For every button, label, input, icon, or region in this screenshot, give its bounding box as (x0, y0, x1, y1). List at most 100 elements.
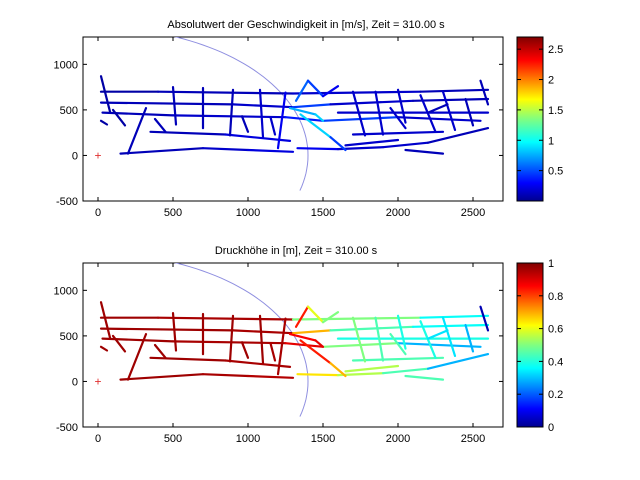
pipe-segment (99, 327, 235, 332)
pipe-segment (419, 88, 490, 93)
pipe-segment (119, 147, 205, 155)
axis-ticks: 0 500 1000 1500 2000 2500 -500 0 500 1000 (54, 263, 503, 445)
pipe-segment (396, 342, 482, 348)
pipe-segment (156, 316, 295, 321)
pipe-segment (99, 301, 112, 339)
pipe-segment (246, 374, 295, 379)
colorbar-ticks: 0 0.2 0.4 0.6 0.8 1 (517, 258, 563, 434)
pipe-segment (99, 101, 235, 106)
pipe-segment (411, 323, 490, 328)
axis-ticks: 0 500 1000 1500 2000 2500 -500 0 500 1000 (54, 37, 503, 219)
pipe-segment (258, 314, 265, 365)
pipe-segment (240, 115, 250, 133)
y-tick-label: 0 (72, 150, 78, 162)
y-tick-label: 500 (60, 331, 78, 343)
colorbar-tick-label: 1 (548, 135, 554, 147)
pipe-segment (396, 88, 407, 124)
pipe-segment (464, 97, 475, 127)
pipe-segment (149, 356, 227, 362)
pipe-segment (396, 314, 407, 350)
pipe-segment (156, 90, 295, 95)
colorbar-tick-label: 2 (548, 75, 554, 87)
pipe-network (99, 75, 490, 155)
pipe-segment (381, 141, 430, 149)
pipe-segment (284, 342, 325, 348)
chart-title: Druckhöhe in [m], Zeit = 310.00 s (215, 245, 378, 257)
x-tick-label: 1500 (311, 433, 335, 445)
pipe-segment (258, 88, 265, 139)
pipe-segment (374, 316, 385, 362)
colorbar-tick-label: 0 (548, 422, 554, 434)
pipe-segment (171, 311, 178, 352)
velocity-panel: Absolutwert der Geschwindigkeit in [m/s]… (54, 19, 564, 219)
colorbar-tick-label: 0.8 (548, 291, 563, 303)
pipe-segment (284, 116, 325, 122)
pipe-segment (351, 316, 367, 363)
pipe-segment (464, 323, 475, 353)
colorbar-tick-label: 1 (548, 258, 554, 270)
pipe-segment (294, 305, 310, 328)
pipe-segment (171, 340, 287, 345)
colorbar-tick-label: 2.5 (548, 44, 563, 56)
colorbar-tick-label: 0.4 (548, 356, 563, 368)
pipe-segment (119, 373, 205, 381)
pipe-segment (240, 341, 250, 359)
x-tick-label: 0 (95, 433, 101, 445)
radius-arc (173, 37, 309, 191)
x-tick-label: 1500 (311, 207, 335, 219)
pipe-segment (288, 332, 317, 342)
x-tick-label: 1000 (236, 207, 260, 219)
x-tick-label: 500 (164, 433, 182, 445)
pipe-segment (111, 108, 127, 127)
pipe-segment (479, 79, 490, 106)
pipe-segment (374, 90, 385, 136)
pipe-segment (126, 106, 148, 155)
pipe-segment (153, 343, 167, 359)
pipe-segment (314, 113, 325, 122)
pipe-segment (299, 113, 332, 139)
pipe-segment (306, 305, 325, 324)
pipe-segment (344, 364, 400, 373)
pipe-segment (171, 114, 287, 119)
pipe-segment (99, 75, 112, 113)
chart-title: Absolutwert der Geschwindigkeit in [m/s]… (167, 19, 445, 31)
pipe-segment (321, 85, 340, 98)
pipe-segment (329, 136, 347, 152)
x-tick-label: 2000 (386, 207, 410, 219)
colorbar (516, 262, 544, 428)
colorbar-tick-label: 0.2 (548, 389, 563, 401)
colorbar-tick-label: 1.5 (548, 105, 563, 117)
pipe-segment (149, 130, 227, 136)
radius-arc (173, 263, 309, 417)
y-tick-label: 500 (60, 105, 78, 117)
pipe-segment (99, 119, 109, 126)
pipe-segment (329, 362, 347, 378)
pipe-segment (153, 117, 167, 133)
pipe-segment (329, 325, 415, 332)
y-tick-label: 1000 (54, 59, 78, 71)
pipe-segment (276, 91, 287, 150)
x-tick-label: 2000 (386, 433, 410, 445)
pipe-segment (426, 352, 490, 370)
pipe-segment (291, 329, 332, 335)
pipe-segment (411, 97, 490, 102)
pipe-segment (441, 90, 457, 132)
pipe-segment (171, 85, 178, 126)
x-tick-label: 0 (95, 207, 101, 219)
pressure-panel: Druckhöhe in [m], Zeit = 310.00 s 0 500 10… (54, 245, 564, 445)
pipe-segment (314, 339, 325, 348)
colorbar-tick-label: 0.6 (548, 324, 563, 336)
colorbar-ticks: 0.5 1 1.5 2 2.5 (517, 44, 563, 178)
x-tick-label: 2500 (461, 433, 485, 445)
pipe-segment (291, 103, 332, 109)
pipe-segment (351, 130, 445, 136)
pipe-segment (201, 373, 250, 378)
pipe-segment (99, 345, 109, 352)
y-tick-label: 0 (72, 376, 78, 388)
pipe-segment (404, 148, 445, 155)
pipe-segment (288, 106, 317, 116)
pipe-segment (426, 329, 449, 340)
pipe-segment (426, 126, 490, 144)
x-tick-label: 500 (164, 207, 182, 219)
pipe-segment (404, 374, 445, 381)
